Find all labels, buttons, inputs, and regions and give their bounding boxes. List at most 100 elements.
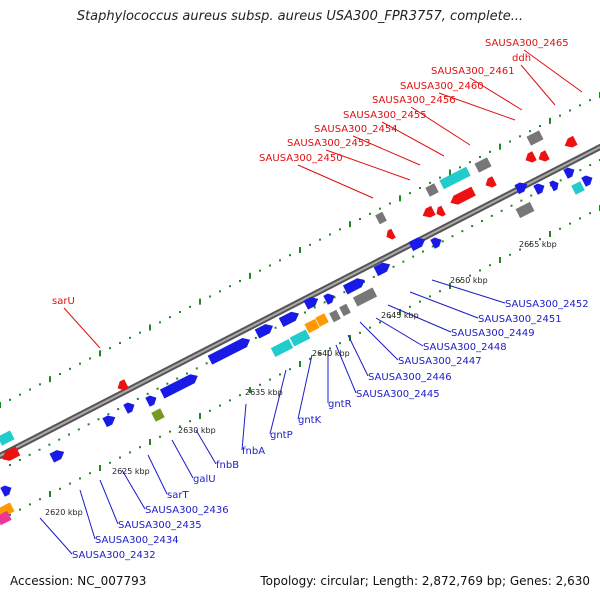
gene-reverse-shape (485, 176, 497, 188)
leader-reverse (409, 291, 479, 319)
tick-dot-outer (219, 404, 221, 407)
tick-dot-outer (469, 274, 471, 277)
tick-dot-outer (289, 368, 291, 371)
gene-reverse (386, 228, 396, 240)
tick-dot-inner (99, 350, 101, 357)
leader-forward (469, 77, 523, 111)
gene-reverse-shape (422, 205, 436, 218)
tick-dot-inner (519, 135, 521, 138)
tick-dot-inner (499, 143, 501, 150)
gene-cyan (289, 329, 311, 347)
tick-dot-outer (29, 503, 31, 506)
tick-dot-lower (313, 306, 316, 309)
tick-dot-lower (205, 362, 208, 365)
gene-forward (408, 237, 426, 252)
tick-dot-inner (59, 373, 61, 375)
tick-label: 2630 kbp (178, 426, 216, 435)
tick-dot-outer (139, 446, 141, 449)
tick-dot-inner (439, 176, 441, 179)
tick-dot-inner (299, 247, 301, 253)
gene-forward (102, 415, 116, 428)
tick-dot-outer (399, 309, 401, 315)
tick-dot-inner (129, 336, 131, 339)
tick-dot-inner (419, 187, 421, 189)
tick-dot-lower (18, 458, 21, 461)
tick-dot-outer (529, 243, 531, 246)
tick-dot-inner (509, 140, 511, 143)
tick-dot-lower (471, 225, 474, 228)
tick-label: 2635 kbp (245, 388, 283, 397)
leader-reverse (99, 479, 119, 525)
tick-dot-inner (469, 161, 471, 164)
leader-reverse (39, 517, 73, 555)
tick-dot-outer (479, 269, 481, 272)
gene-labels: sarU SAUSA300_2450 SAUSA300_2453 SAUSA300_2… (52, 38, 589, 561)
tick-label: 2650 kbp (450, 276, 488, 285)
tick-dot-lower (48, 443, 51, 446)
tick-dot-outer (149, 439, 151, 445)
tick-dot-lower (520, 199, 523, 202)
tick-dot-lower (461, 230, 464, 233)
tick-dot-outer (129, 451, 131, 454)
tick-dot-lower (136, 397, 139, 400)
gene-magenta-shape (0, 510, 12, 526)
tick-dot-inner (379, 207, 381, 210)
tick-dot-outer (359, 331, 361, 334)
tick-dot-lower (9, 464, 11, 466)
gene-gray (474, 157, 492, 173)
gene-forward (145, 395, 157, 407)
gene-reverse-shape (564, 135, 578, 148)
tick-dot-lower (156, 387, 159, 390)
leader-forward (523, 49, 583, 93)
tick-dot-outer (419, 300, 421, 303)
tick-dot-inner (39, 383, 41, 386)
gene-magenta (0, 510, 12, 526)
tick-dot-inner (189, 305, 191, 308)
gene-forward (0, 485, 12, 497)
leader-reverse (171, 439, 194, 479)
tick-dot-lower (589, 164, 592, 167)
gene-label-rev-17: SAUSA300_2452 (505, 299, 589, 310)
leader-reverse (359, 321, 399, 361)
tick-dot-inner (409, 192, 411, 195)
leader-forward (325, 149, 411, 181)
tick-dot-lower (58, 438, 61, 441)
tick-dot-outer (259, 383, 261, 386)
leader-forward (63, 307, 101, 349)
tick-dot-lower (579, 169, 582, 172)
gene-label-rev-13: SAUSA300_2447 (398, 356, 482, 367)
tick-dot-lower (38, 448, 41, 451)
tick-dot-lower (343, 291, 346, 294)
gene-label-rev-2: SAUSA300_2435 (118, 520, 202, 531)
tick-dot-inner (399, 195, 401, 202)
tick-dot-inner (579, 104, 581, 107)
tick-dot-outer (9, 513, 11, 516)
tick-dot-lower (412, 255, 415, 258)
tick-dot-outer (489, 264, 491, 267)
tick-dot-outer (429, 295, 431, 298)
gene-label-rev-5: galU (193, 474, 216, 485)
tick-dots (0, 92, 600, 523)
gene-forward-shape (0, 485, 12, 497)
tick-dot-outer (59, 487, 61, 490)
tick-dot-lower (372, 275, 375, 278)
gene-gray-shape (339, 303, 351, 317)
leader-forward (438, 92, 516, 121)
gene-label-rev-9: gntK (298, 415, 322, 426)
tick-dot-lower (68, 433, 70, 436)
gene-reverse (538, 150, 550, 162)
tick-dot-outer (509, 253, 511, 256)
gene-cyan (439, 166, 471, 190)
leader-reverse (121, 469, 146, 510)
tick-dot-inner (79, 362, 81, 365)
gene-features (0, 130, 593, 526)
tick-dot-outer (19, 508, 21, 511)
gene-forward (254, 324, 274, 339)
tick-dot-inner (589, 99, 591, 102)
gene-cyan-shape (571, 181, 585, 195)
tick-dot-lower (186, 372, 188, 375)
tick-dot-inner (529, 130, 531, 133)
leader-reverse (431, 279, 506, 304)
tick-dot-inner (429, 181, 431, 184)
gene-orange-shape (315, 313, 329, 327)
